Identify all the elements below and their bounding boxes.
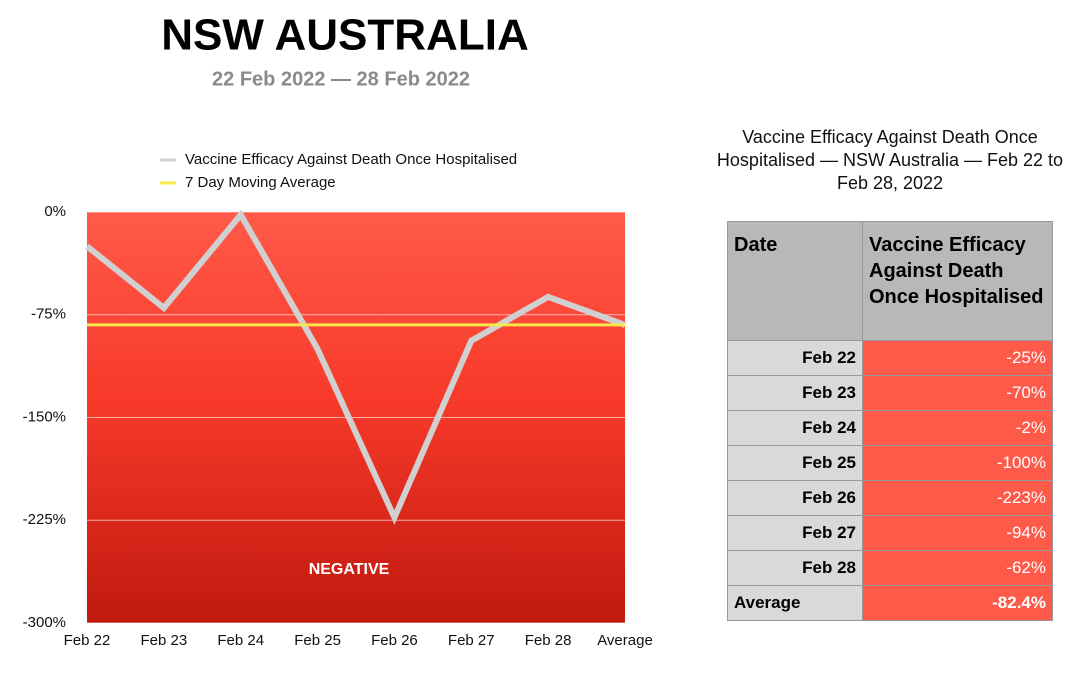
table-row: Feb 22 -25% [727,340,1053,376]
table-cell: Feb 25 [727,445,863,481]
table-row: Feb 25 -100% [727,445,1053,481]
table: Date Vaccine Efficacy Against Death Once… [727,221,1053,621]
series-line [85,209,627,525]
header-cell: Date [727,221,863,341]
table-cell: -82.4% [862,585,1053,621]
x-tick-label: Feb 25 [294,632,341,649]
table-cell: Feb 26 [727,480,863,516]
x-tick-label: Feb 26 [371,632,418,649]
table-row: Feb 23 -70% [727,375,1053,411]
y-tick-label: -300% [23,614,66,631]
legend-label: Vaccine Efficacy Against Death Once Hosp… [185,151,517,168]
table-cell: -2% [862,410,1053,446]
table-row: Feb 28 -62% [727,550,1053,586]
chart: NSW AUSTRALIA 22 Feb 2022 — 28 Feb 2022 … [23,11,653,649]
annotation: NEGATIVE [309,561,390,578]
x-tick-label: Feb 27 [448,632,495,649]
table-row: Feb 26 -223% [727,480,1053,516]
table-row: Feb 24 -2% [727,410,1053,446]
table-cell: Feb 23 [727,375,863,411]
header-cell: Vaccine Efficacy Against Death Once Hosp… [862,221,1053,341]
chart-subtitle: 22 Feb 2022 — 28 Feb 2022 [212,68,470,90]
table-cell: Feb 24 [727,410,863,446]
chart-title: NSW AUSTRALIA [161,11,528,60]
table-cell: -25% [862,340,1053,376]
table-cell: Average [727,585,863,621]
table-cell: Feb 27 [727,515,863,551]
x-tick-label: Feb 24 [217,632,264,649]
table-cell: -223% [862,480,1053,516]
table-cell: Feb 28 [727,550,863,586]
table-row: Feb 27 -94% [727,515,1053,551]
table-row: Average -82.4% [727,585,1053,621]
y-tick-label: -75% [31,306,66,323]
table-cell: -70% [862,375,1053,411]
y-tick-label: -150% [23,408,66,425]
table-title: Vaccine Efficacy Against Death Once Hosp… [716,127,1064,193]
legend-label: 7 Day Moving Average [185,174,336,191]
y-tick-label: -225% [23,511,66,528]
header-row: Date Vaccine Efficacy Against Death Once… [727,221,1053,341]
y-tick-label: 0% [44,203,66,220]
x-tick-label: Feb 23 [141,632,188,649]
table-cell: -100% [862,445,1053,481]
x-tick-label: Feb 22 [64,632,111,649]
x-tick-label: Average [597,632,653,649]
table-cell: -94% [862,515,1053,551]
table-cell: Feb 22 [727,340,863,376]
x-tick-label: Feb 28 [525,632,572,649]
table-cell: -62% [862,550,1053,586]
